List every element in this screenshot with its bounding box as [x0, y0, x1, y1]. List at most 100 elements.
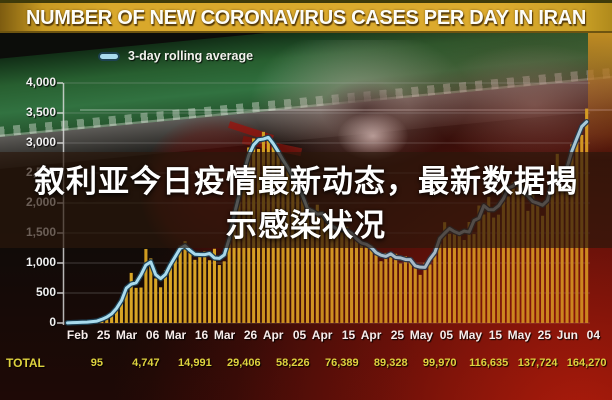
total-cases-value: 95 — [90, 357, 104, 369]
totals-row-label: TOTAL — [6, 356, 45, 370]
total-cases-value: 137,724 — [517, 357, 558, 369]
daily-cases-bar — [119, 299, 123, 323]
daily-cases-bar — [541, 215, 545, 323]
daily-cases-bar — [457, 231, 461, 323]
daily-cases-bar — [418, 274, 422, 323]
daily-cases-bar — [492, 217, 496, 323]
daily-cases-bar — [227, 238, 231, 323]
total-cases-value: 164,270 — [566, 357, 607, 369]
total-cases-value: 116,635 — [469, 357, 509, 369]
daily-cases-bar — [403, 256, 408, 323]
headline-line-2: 示感染状况 — [226, 208, 386, 244]
daily-cases-bar — [178, 245, 182, 323]
daily-cases-bar — [545, 198, 550, 323]
daily-cases-bar — [232, 217, 236, 323]
daily-cases-bar — [550, 187, 554, 323]
daily-cases-bar — [472, 234, 476, 323]
daily-cases-bar — [168, 265, 172, 323]
daily-cases-bar — [389, 254, 393, 323]
total-cases-value: 4,747 — [132, 357, 160, 369]
headline-overlay-band — [0, 152, 612, 248]
daily-cases-bar — [291, 174, 295, 323]
daily-cases-bar — [354, 240, 359, 323]
daily-cases-bar — [139, 287, 143, 323]
daily-cases-bar — [198, 252, 202, 323]
chart-title: NUMBER OF NEW CORONAVIRUS CASES PER DAY … — [25, 7, 587, 29]
total-cases-value: 89,328 — [373, 357, 408, 369]
daily-cases-bar — [394, 253, 398, 323]
daily-cases-bar — [379, 261, 383, 323]
daily-cases-bar — [452, 229, 456, 323]
daily-cases-bar — [438, 243, 442, 323]
daily-cases-bar — [433, 249, 437, 323]
daily-cases-bar — [114, 310, 119, 323]
daily-cases-bar — [149, 258, 153, 323]
daily-cases-bar — [516, 179, 520, 323]
daily-cases-bar — [217, 265, 221, 323]
daily-cases-bar — [110, 314, 114, 323]
daily-cases-bar — [208, 260, 212, 323]
daily-cases-bar — [340, 232, 344, 323]
daily-cases-bar — [222, 261, 226, 323]
daily-cases-bar — [183, 241, 187, 323]
daily-cases-bar — [305, 203, 310, 323]
daily-cases-bar — [350, 233, 354, 323]
daily-cases-bar — [443, 222, 447, 323]
y-axis-label: 4,000 — [25, 75, 56, 89]
daily-cases-bar — [159, 287, 163, 323]
rolling-average-legend-swatch — [98, 52, 120, 61]
daily-cases-bar — [423, 262, 427, 323]
daily-cases-bar — [531, 192, 535, 323]
daily-cases-bar — [477, 205, 481, 323]
daily-cases-bar — [134, 287, 138, 323]
daily-cases-bar — [496, 214, 501, 323]
headline-line-1: 叙利亚今日疫情最新动态，最新数据揭 — [34, 164, 578, 200]
daily-cases-bar — [506, 196, 510, 323]
daily-cases-bar — [129, 272, 133, 323]
y-axis-label: 0 — [49, 315, 56, 329]
daily-cases-bar — [193, 259, 197, 323]
daily-cases-bar — [315, 204, 319, 323]
total-cases-value: 29,406 — [227, 357, 261, 369]
daily-cases-bar — [413, 264, 417, 323]
y-axis-label: 3,000 — [25, 135, 56, 149]
daily-cases-bar — [188, 250, 192, 323]
daily-cases-bar — [242, 179, 246, 323]
daily-cases-bar — [501, 185, 505, 323]
y-axis-label: 500 — [35, 285, 56, 299]
y-axis-label: 3,500 — [25, 105, 56, 119]
daily-cases-bar — [325, 223, 329, 323]
daily-cases-bar — [310, 224, 314, 323]
daily-cases-bar — [173, 258, 177, 323]
total-cases-value: 76,389 — [324, 357, 359, 369]
daily-cases-bar — [399, 263, 403, 323]
title-banner: NUMBER OF NEW CORONAVIRUS CASES PER DAY … — [0, 3, 612, 33]
daily-cases-bar — [154, 278, 158, 323]
daily-cases-bar — [144, 248, 148, 323]
daily-cases-bar — [482, 214, 486, 323]
daily-cases-bar — [447, 233, 452, 323]
daily-cases-bar — [521, 184, 525, 323]
daily-cases-bar — [359, 242, 363, 323]
daily-cases-bar — [124, 291, 128, 323]
daily-cases-bar — [345, 226, 349, 323]
daily-cases-bar — [428, 264, 432, 323]
daily-cases-bar — [374, 251, 378, 323]
y-axis-label: 1,000 — [25, 255, 56, 269]
daily-cases-bar — [526, 210, 530, 323]
daily-cases-bar — [560, 186, 564, 323]
daily-cases-bar — [237, 190, 241, 323]
daily-cases-bar — [467, 222, 471, 323]
daily-cases-bar — [487, 196, 491, 323]
daily-cases-bar — [364, 245, 368, 323]
daily-cases-bar — [511, 182, 515, 323]
total-cases-value: 14,991 — [178, 357, 212, 369]
daily-cases-bar — [369, 245, 373, 323]
top-olive-strip — [0, 0, 612, 3]
daily-cases-bar — [335, 228, 339, 323]
total-cases-value: 58,226 — [275, 357, 310, 369]
daily-cases-bar — [212, 248, 217, 323]
daily-cases-bar — [301, 197, 305, 323]
rolling-average-legend-label: 3-day rolling average — [128, 49, 254, 63]
total-cases-value: 99,970 — [422, 357, 457, 369]
